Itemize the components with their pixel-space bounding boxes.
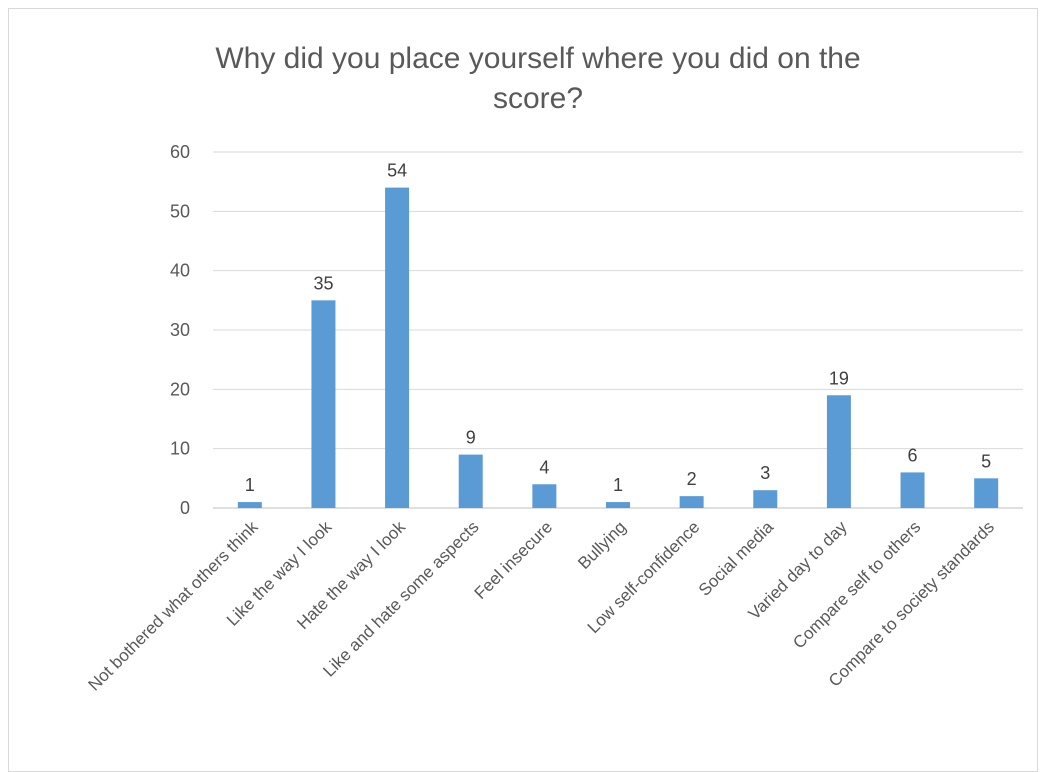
y-tick-label: 30	[170, 320, 190, 340]
bar	[311, 300, 336, 508]
chart-title-line-2: score?	[493, 82, 583, 115]
y-tick-label: 60	[170, 142, 190, 162]
category-label: Bullying	[574, 517, 630, 573]
data-label: 5	[981, 451, 991, 471]
data-label: 35	[313, 273, 333, 293]
y-tick-label: 20	[170, 379, 190, 399]
y-tick-label: 10	[170, 439, 190, 459]
bar	[458, 454, 483, 508]
y-tick-label: 50	[170, 201, 190, 221]
category-label: Like and hate some aspects	[319, 517, 482, 680]
bar	[237, 502, 262, 508]
y-axis: 0 10 20 30 40 50 60	[170, 142, 190, 518]
chart-title-line-1: Why did you place yourself where you did…	[215, 42, 860, 75]
data-label: 19	[829, 368, 849, 388]
bar	[900, 472, 925, 508]
data-label: 1	[613, 475, 623, 495]
bars	[237, 187, 999, 508]
bar	[606, 502, 630, 508]
gridlines	[213, 151, 1023, 509]
data-label: 2	[687, 469, 697, 489]
data-label: 4	[539, 457, 549, 477]
bar	[974, 478, 999, 508]
data-label: 9	[466, 428, 476, 448]
data-label: 3	[760, 463, 770, 483]
data-labels: 1 35 54 9 4 1 2 3 19 6 5	[245, 161, 991, 495]
bar	[753, 490, 778, 508]
data-label: 6	[908, 445, 918, 465]
bar	[826, 395, 851, 508]
y-tick-label: 40	[170, 261, 190, 281]
y-tick-label: 0	[180, 498, 190, 518]
bar	[679, 496, 704, 508]
bar	[385, 187, 410, 508]
chart-frame	[8, 8, 1038, 772]
category-label: Feel insecure	[471, 517, 557, 603]
data-label: 1	[245, 475, 255, 495]
category-label: Social media	[695, 517, 778, 600]
data-label: 54	[387, 161, 407, 181]
category-label: Compare self to others	[789, 517, 924, 652]
bar	[532, 484, 557, 508]
